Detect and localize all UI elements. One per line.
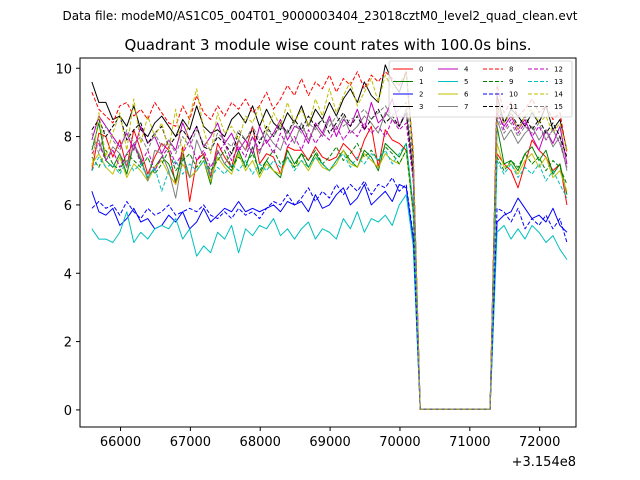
plot-frame — [79, 57, 577, 428]
x-axis: 66000 67000 68000 69000 70000 71000 72000 — [100, 427, 560, 450]
series-line-15 — [91, 101, 568, 410]
y-tick-label: 10 — [55, 62, 72, 77]
series-line-14 — [91, 74, 568, 410]
y-tick-label: 0 — [64, 404, 72, 419]
legend-label-7: 7 — [464, 103, 468, 111]
chart-title: Quadrant 3 module wise count rates with … — [124, 36, 531, 54]
legend-label-3: 3 — [419, 103, 423, 111]
series-layer — [91, 64, 568, 410]
legend-label-15: 15 — [554, 103, 563, 111]
legend-label-0: 0 — [419, 66, 423, 74]
x-tick-label: 71000 — [449, 435, 490, 450]
legend-label-2: 2 — [419, 91, 423, 99]
legend-label-13: 13 — [554, 78, 563, 86]
legend-label-8: 8 — [509, 66, 513, 74]
legend-label-9: 9 — [509, 78, 513, 86]
legend-label-12: 12 — [554, 66, 563, 74]
x-tick-label: 69000 — [309, 435, 350, 450]
legend-label-1: 1 — [419, 78, 423, 86]
legend-frame — [388, 60, 573, 118]
y-tick-label: 2 — [64, 336, 72, 351]
x-tick-label: 68000 — [240, 435, 281, 450]
legend-label-6: 6 — [464, 91, 469, 99]
x-tick-label: 66000 — [100, 435, 141, 450]
series-line-10 — [91, 177, 568, 410]
chart-suptitle: Data file: modeM0/AS1C05_004T01_90000034… — [62, 9, 577, 23]
y-tick-label: 4 — [64, 267, 72, 282]
series-line-9 — [91, 142, 568, 410]
y-axis: 0 2 4 6 8 10 — [55, 62, 80, 419]
legend-label-10: 10 — [509, 91, 518, 99]
x-tick-label: 70000 — [379, 435, 420, 450]
legend-label-5: 5 — [464, 78, 468, 86]
x-tick-label: 72000 — [519, 435, 560, 450]
x-tick-label: 67000 — [170, 435, 211, 450]
y-tick-label: 6 — [64, 199, 72, 214]
x-offset-label: +3.154e8 — [512, 455, 576, 470]
legend-label-14: 14 — [554, 91, 563, 99]
y-tick-label: 8 — [64, 131, 72, 146]
legend-label-11: 11 — [509, 103, 518, 111]
legend-label-4: 4 — [464, 66, 469, 74]
